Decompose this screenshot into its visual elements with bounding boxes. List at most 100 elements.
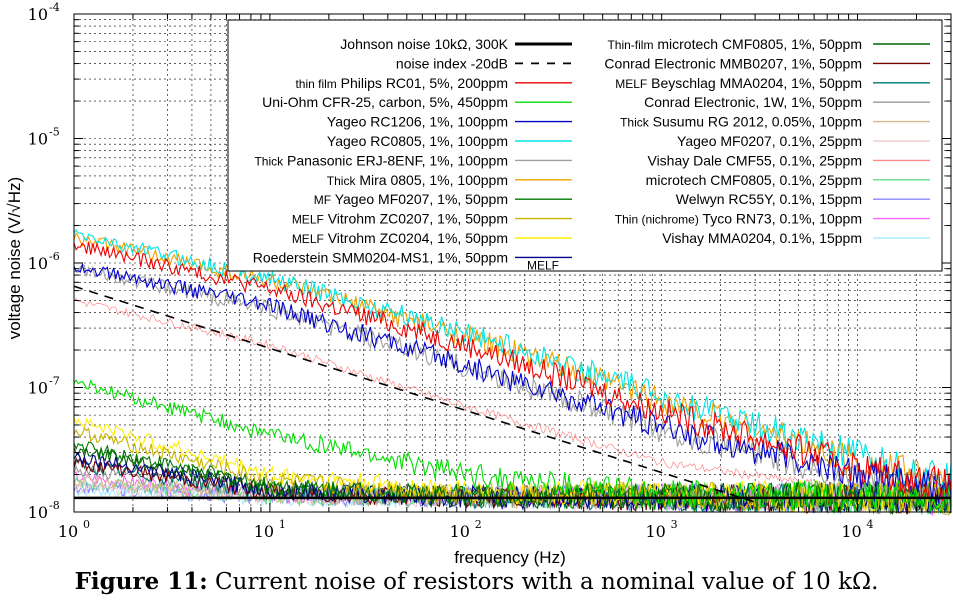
- y-tick-label: 10 -8: [28, 499, 60, 522]
- legend-entry: Thick Susumu RG 2012, 0.05%, 10ppm: [620, 114, 930, 130]
- legend-entry: Vishay Dale CMF55, 0.1%, 25ppm: [647, 152, 930, 168]
- legend-entry-prefix: Thick: [254, 154, 284, 168]
- legend-entry-label: Thick Panasonic ERJ-8ENF, 1%, 100ppm: [254, 152, 508, 168]
- legend-entry-label: microtech CMF0805, 0.1%, 25ppm: [646, 172, 862, 188]
- x-tick-label: 10 1: [254, 518, 286, 541]
- figure-caption: Figure 11: Current noise of resistors wi…: [0, 568, 953, 595]
- legend-entry: MELF Vitrohm ZC0204, 1%, 50ppm: [292, 230, 572, 246]
- legend-entry-label: Conrad Electronic MMB0207, 1%, 50ppm: [604, 55, 862, 71]
- legend-entry-prefix: thin film: [295, 77, 336, 91]
- y-tick-base: 10: [28, 130, 48, 149]
- x-tick-exponent: 4: [867, 518, 874, 531]
- legend-entry: Thick Mira 0805, 1%, 100ppm: [327, 172, 572, 188]
- x-tick-labels: 10 0 10 1 10 2 10 3 10 4: [58, 518, 874, 541]
- x-tick-base: 10: [841, 522, 861, 541]
- legend-entry-label: Welwyn RC55Y, 0.1%, 15ppm: [676, 191, 862, 207]
- series-line: [73, 262, 952, 504]
- legend-entry-prefix: Thin-film: [607, 38, 653, 52]
- legend-entry-prefix: MELF: [292, 213, 324, 227]
- x-tick-label: 10 3: [645, 518, 677, 541]
- legend-entry-label: MELF Vitrohm ZC0204, 1%, 50ppm: [292, 230, 508, 246]
- legend-entry: Welwyn RC55Y, 0.1%, 15ppm: [676, 191, 930, 207]
- legend-entry-prefix: MELF: [292, 232, 324, 246]
- legend-entry-label: MF Yageo MF0207, 1%, 50ppm: [314, 191, 508, 207]
- y-tick-label: 10 -5: [28, 126, 60, 149]
- legend-entry-label: Vishay MMA0204, 0.1%, 15ppm: [662, 230, 862, 246]
- x-tick-exponent: 0: [83, 518, 90, 531]
- series-line: [73, 241, 952, 502]
- legend-entry-label: MELF Beyschlag MMA0204, 1%, 50ppm: [615, 75, 862, 91]
- legend-entry-label: Yageo RC1206, 1%, 100ppm: [327, 114, 508, 130]
- y-tick-base: 10: [28, 379, 48, 398]
- x-tick-base: 10: [645, 522, 665, 541]
- legend-entry-label: Thick Susumu RG 2012, 0.05%, 10ppm: [620, 114, 862, 130]
- tick-marks: [73, 13, 952, 513]
- x-tick-label: 10 4: [841, 518, 873, 541]
- legend-entry: Thin-film microtech CMF0805, 1%, 50ppm: [607, 36, 930, 52]
- y-tick-labels: 10-810-710-610-510-4: [28, 1, 60, 522]
- series-line: [73, 379, 952, 514]
- legend-entry: Johnson noise 10kΩ, 300K: [340, 36, 572, 52]
- legend-entry: Yageo MF0207, 0.1%, 25ppm: [677, 133, 930, 149]
- y-tick-base: 10: [28, 5, 48, 24]
- y-tick-exponent: -8: [49, 499, 60, 512]
- y-tick-label: 10 -4: [28, 1, 60, 24]
- legend-entry-prefix: Thick: [327, 174, 357, 188]
- legend-entry-prefix: Thick: [620, 116, 650, 130]
- series-line: [73, 285, 756, 503]
- legend-entry-label: Thin (nichrome) Tyco RN73, 0.1%, 10ppm: [615, 211, 862, 227]
- legend-entry: noise index -20dB: [396, 55, 572, 71]
- series-line: [73, 263, 952, 506]
- legend-entry-suffix: MELF: [527, 258, 559, 272]
- y-axis-label: voltage noise (V/√Hz): [5, 177, 24, 339]
- legend-entry: MELF Beyschlag MMA0204, 1%, 50ppm: [615, 75, 930, 91]
- x-tick-exponent: 3: [671, 518, 678, 531]
- legend-entry-label: Conrad Electronic, 1W, 1%, 50ppm: [644, 94, 862, 110]
- legend-entry: microtech CMF0805, 0.1%, 25ppm: [646, 172, 930, 188]
- y-tick-label: 10 -6: [28, 250, 60, 273]
- legend-entry-label: Thick Mira 0805, 1%, 100ppm: [327, 172, 508, 188]
- x-tick-base: 10: [58, 522, 78, 541]
- legend: Johnson noise 10kΩ, 300K noise index -20d…: [227, 19, 943, 272]
- legend-entry-label: thin film Philips RC01, 5%, 200ppm: [295, 75, 508, 91]
- legend-entry-prefix: Thin (nichrome): [615, 213, 699, 227]
- legend-entry-label: Thin-film microtech CMF0805, 1%, 50ppm: [607, 36, 862, 52]
- legend-entry: Vishay MMA0204, 0.1%, 15ppm: [662, 230, 930, 246]
- caption-text: Current noise of resistors with a nomina…: [215, 569, 879, 595]
- legend-entry: Thick Panasonic ERJ-8ENF, 1%, 100ppm: [254, 152, 572, 168]
- legend-entry-label: Vishay Dale CMF55, 0.1%, 25ppm: [647, 152, 862, 168]
- y-tick-exponent: -5: [49, 126, 60, 139]
- x-tick-exponent: 1: [279, 518, 286, 531]
- legend-entry: thin film Philips RC01, 5%, 200ppm: [295, 75, 572, 91]
- caption-label: Figure 11:: [74, 568, 208, 595]
- y-tick-exponent: -4: [49, 1, 60, 14]
- legend-entry: Roederstein SMM0204-MS1, 1%, 50ppm MELF: [253, 249, 572, 272]
- legend-entry: Conrad Electronic MMB0207, 1%, 50ppm: [604, 55, 930, 71]
- x-tick-label: 10 0: [58, 518, 90, 541]
- y-tick-base: 10: [28, 503, 48, 522]
- legend-entry-label: noise index -20dB: [396, 55, 508, 71]
- x-tick-exponent: 2: [475, 518, 482, 531]
- y-tick-exponent: -6: [49, 250, 60, 263]
- series-layer: [73, 229, 952, 517]
- x-axis-label: frequency (Hz): [454, 548, 565, 567]
- legend-entry-label: Uni-Ohm CFR-25, carbon, 5%, 450ppm: [262, 94, 508, 110]
- legend-entry: Yageo RC1206, 1%, 100ppm: [327, 114, 572, 130]
- y-tick-exponent: -7: [49, 375, 60, 388]
- legend-entry-label: Yageo RC0805, 1%, 100ppm: [327, 133, 508, 149]
- legend-entry: Yageo RC0805, 1%, 100ppm: [327, 133, 572, 149]
- legend-entry-label: Roederstein SMM0204-MS1, 1%, 50ppm: [253, 249, 508, 265]
- legend-entry-label: Johnson noise 10kΩ, 300K: [340, 36, 508, 52]
- x-tick-base: 10: [254, 522, 274, 541]
- legend-entry: Conrad Electronic, 1W, 1%, 50ppm: [644, 94, 930, 110]
- series-line: [73, 426, 952, 515]
- legend-entry: MF Yageo MF0207, 1%, 50ppm: [314, 191, 572, 207]
- x-tick-label: 10 2: [450, 518, 482, 541]
- legend-entry-prefix: MELF: [615, 77, 647, 91]
- legend-entry: MELF Vitrohm ZC0207, 1%, 50ppm: [292, 211, 572, 227]
- y-tick-label: 10 -7: [28, 375, 60, 398]
- legend-entry-prefix: MF: [314, 193, 331, 207]
- series-line: [73, 229, 952, 493]
- series-line: [73, 232, 952, 497]
